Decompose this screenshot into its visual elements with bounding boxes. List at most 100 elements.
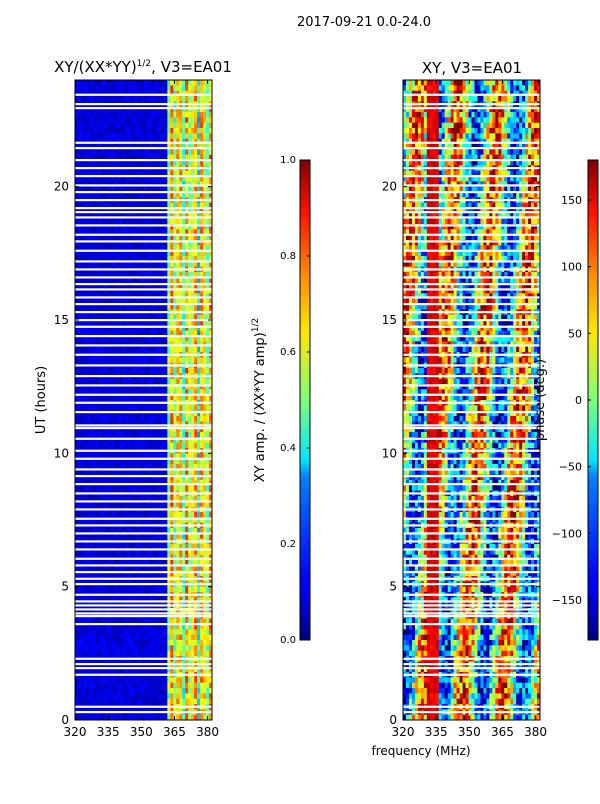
heatmap-cell: [104, 298, 109, 305]
heatmap-cell: [128, 341, 132, 348]
heatmap-cell: [152, 405, 156, 412]
heatmap-cell: [194, 181, 198, 188]
heatmap-cell: [77, 554, 82, 561]
heatmap-cell: [140, 410, 144, 417]
heatmap-cell: [122, 234, 127, 241]
heatmap-cell: [101, 368, 106, 374]
heatmap-cell: [128, 192, 132, 198]
heatmap-cell: [197, 186, 201, 193]
heatmap-cell: [206, 149, 210, 156]
heatmap-cell: [185, 586, 189, 593]
heatmap-cell: [197, 213, 201, 220]
heatmap-cell: [89, 181, 94, 188]
heatmap-cell: [134, 629, 138, 636]
heatmap-cell: [140, 586, 144, 593]
heatmap-cell: [92, 410, 97, 417]
heatmap-cell: [158, 234, 162, 241]
heatmap-cell: [125, 176, 130, 182]
heatmap-cell: [80, 608, 85, 614]
heatmap-cell: [203, 218, 207, 225]
heatmap-cell: [137, 597, 141, 604]
heatmap-cell: [176, 213, 180, 220]
heatmap-cell: [95, 634, 100, 641]
heatmap-cell: [137, 261, 141, 268]
heatmap-cell: [161, 458, 165, 465]
heatmap-cell: [125, 144, 130, 150]
heatmap-cell: [110, 421, 115, 428]
heatmap-cell: [167, 330, 171, 337]
heatmap-cell: [146, 421, 150, 428]
heatmap-cell: [200, 586, 204, 593]
heatmap-cell: [128, 629, 132, 636]
heatmap-cell: [104, 624, 109, 630]
heatmap-cell: [188, 138, 192, 145]
heatmap-cell: [173, 650, 177, 657]
heatmap-cell: [146, 528, 150, 534]
heatmap-cell: [188, 192, 192, 198]
heatmap-cell: [134, 426, 138, 433]
heatmap-cell: [173, 634, 177, 641]
heatmap-cell: [200, 405, 204, 412]
heatmap-cell: [152, 618, 156, 625]
heatmap-cell: [75, 293, 79, 300]
heatmap-cell: [75, 154, 79, 161]
heatmap-cell: [155, 464, 159, 470]
heatmap-cell: [116, 346, 121, 353]
heatmap-cell: [170, 160, 174, 166]
heatmap-cell: [200, 464, 204, 470]
heatmap-cell: [152, 464, 156, 470]
heatmap-cell: [116, 149, 121, 156]
heatmap-cell: [200, 245, 204, 252]
heatmap-cell: [125, 133, 130, 140]
heatmap-cell: [98, 272, 103, 278]
heatmap-cell: [179, 517, 183, 524]
heatmap-cell: [164, 346, 168, 353]
heatmap-cell: [77, 277, 82, 284]
heatmap-cell: [146, 501, 150, 508]
heatmap-cell: [101, 149, 106, 156]
heatmap-cell: [203, 240, 207, 246]
heatmap-cell: [191, 341, 195, 348]
heatmap-cell: [167, 192, 171, 198]
heatmap-cell: [98, 560, 103, 566]
heatmap-cell: [140, 304, 144, 310]
heatmap-cell: [149, 176, 153, 182]
heatmap-cell: [200, 368, 204, 374]
heatmap-cell: [83, 549, 88, 556]
heatmap-cell: [104, 480, 109, 486]
heatmap-cell: [164, 144, 168, 150]
heatmap-cell: [206, 240, 210, 246]
heatmap-cell: [158, 645, 162, 652]
heatmap-cell: [203, 554, 207, 561]
heatmap-cell: [80, 170, 85, 177]
heatmap-cell: [75, 245, 79, 252]
heatmap-cell: [122, 133, 127, 140]
heatmap-cell: [104, 80, 109, 86]
heatmap-cell: [182, 464, 186, 470]
heatmap-cell: [128, 112, 132, 118]
heatmap-cell: [143, 170, 147, 177]
heatmap-cell: [116, 336, 121, 342]
heatmap-cell: [173, 170, 177, 177]
heatmap-cell: [110, 346, 115, 353]
heatmap-cell: [203, 245, 207, 252]
heatmap-cell: [179, 106, 183, 113]
heatmap-cell: [104, 570, 109, 577]
heatmap-cell: [92, 629, 97, 636]
heatmap-cell: [167, 85, 171, 92]
heatmap-cell: [131, 234, 135, 241]
heatmap-cell: [101, 320, 106, 326]
heatmap-cell: [188, 336, 192, 342]
heatmap-cell: [194, 629, 198, 636]
heatmap-cell: [134, 597, 138, 604]
heatmap-cell: [92, 634, 97, 641]
heatmap-cell: [194, 320, 198, 326]
heatmap-cell: [101, 624, 106, 630]
heatmap-cell: [149, 192, 153, 198]
heatmap-cell: [77, 154, 82, 161]
heatmap-cell: [164, 634, 168, 641]
heatmap-cell: [188, 240, 192, 246]
heatmap-cell: [146, 325, 150, 332]
heatmap-cell: [149, 565, 153, 572]
heatmap-cell: [179, 277, 183, 284]
